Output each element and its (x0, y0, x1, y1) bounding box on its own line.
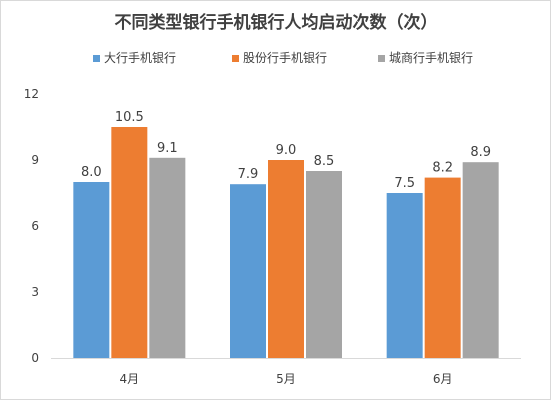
legend-swatch (378, 55, 385, 62)
x-category-label: 6月 (433, 372, 453, 386)
x-category-label: 4月 (120, 372, 140, 386)
y-tick-label: 0 (31, 351, 39, 365)
bar (306, 171, 342, 358)
y-tick-label: 3 (31, 285, 39, 299)
bar-value-label: 10.5 (115, 110, 144, 125)
bar (424, 177, 461, 358)
chart-title: 不同类型银行手机银行人均启动次数（次） (115, 12, 438, 33)
legend: 大行手机银行 股份行手机银行 城商行手机银行 (93, 50, 473, 65)
bar-value-label: 8.5 (314, 154, 335, 169)
bar-value-label: 9.0 (276, 143, 297, 158)
y-tick-label: 12 (24, 87, 39, 101)
bar (230, 184, 266, 358)
y-axis: 0 3 6 9 12 (24, 87, 39, 365)
bar (149, 157, 186, 358)
bar (73, 182, 110, 358)
legend-swatch (93, 55, 100, 62)
bar (462, 162, 499, 358)
y-tick-label: 6 (31, 219, 39, 233)
bars: 8.0 10.5 9.1 7.9 9.0 8.5 7.5 8.2 8.9 (73, 110, 499, 358)
x-axis: 4月 5月 6月 (51, 358, 521, 386)
legend-label: 大行手机银行 (104, 51, 176, 65)
bar (386, 193, 423, 358)
legend-label: 股份行手机银行 (243, 51, 327, 65)
bar-value-label: 8.0 (81, 165, 102, 180)
y-tick-label: 9 (31, 153, 39, 167)
bar (268, 160, 304, 358)
bar-value-label: 9.1 (157, 141, 178, 156)
bar-value-label: 7.9 (238, 167, 259, 182)
bar-value-label: 8.2 (432, 161, 453, 176)
bar-value-label: 8.9 (470, 145, 491, 160)
x-category-label: 5月 (276, 372, 296, 386)
bar-value-label: 7.5 (394, 176, 415, 191)
legend-label: 城商行手机银行 (389, 50, 473, 65)
bar (111, 127, 148, 358)
legend-swatch (232, 55, 239, 62)
